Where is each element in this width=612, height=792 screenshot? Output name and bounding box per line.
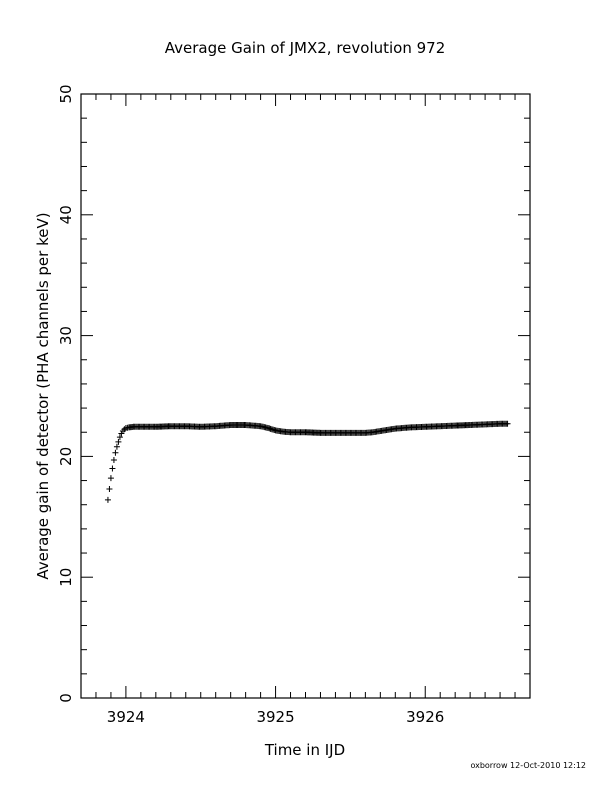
data-point-marker	[113, 443, 120, 450]
plot-frame	[80, 93, 531, 699]
axis-ticks	[80, 93, 531, 699]
data-points	[104, 420, 511, 503]
data-point-marker	[107, 475, 114, 482]
footer-stamp: oxborrow 12-Oct-2010 12:12	[470, 761, 586, 770]
x-axis-label: Time in IJD	[264, 741, 345, 759]
data-point-marker	[109, 465, 116, 472]
y-tick-label: 10	[57, 568, 75, 587]
data-point-marker	[112, 449, 119, 456]
x-tick-label: 3924	[107, 708, 145, 726]
x-tick-label: 3925	[256, 708, 294, 726]
data-point-marker	[504, 420, 511, 427]
data-point-marker	[104, 496, 111, 503]
y-tick-label: 50	[57, 84, 75, 103]
y-tick-label: 30	[57, 326, 75, 345]
chart-title: Average Gain of JMX2, revolution 972	[165, 39, 446, 57]
y-tick-label: 40	[57, 205, 75, 224]
y-axis-label: Average gain of detector (PHA channels p…	[34, 212, 52, 579]
axis-tick-labels: 3924 3925 3926 0 10 20 30 40 50	[57, 84, 444, 726]
data-point-marker	[116, 434, 123, 441]
y-tick-label: 20	[57, 447, 75, 466]
x-tick-label: 3926	[406, 708, 444, 726]
data-point-marker	[106, 486, 113, 493]
data-point-marker	[115, 438, 122, 445]
data-point-marker	[110, 457, 117, 464]
y-tick-label: 0	[57, 693, 75, 703]
